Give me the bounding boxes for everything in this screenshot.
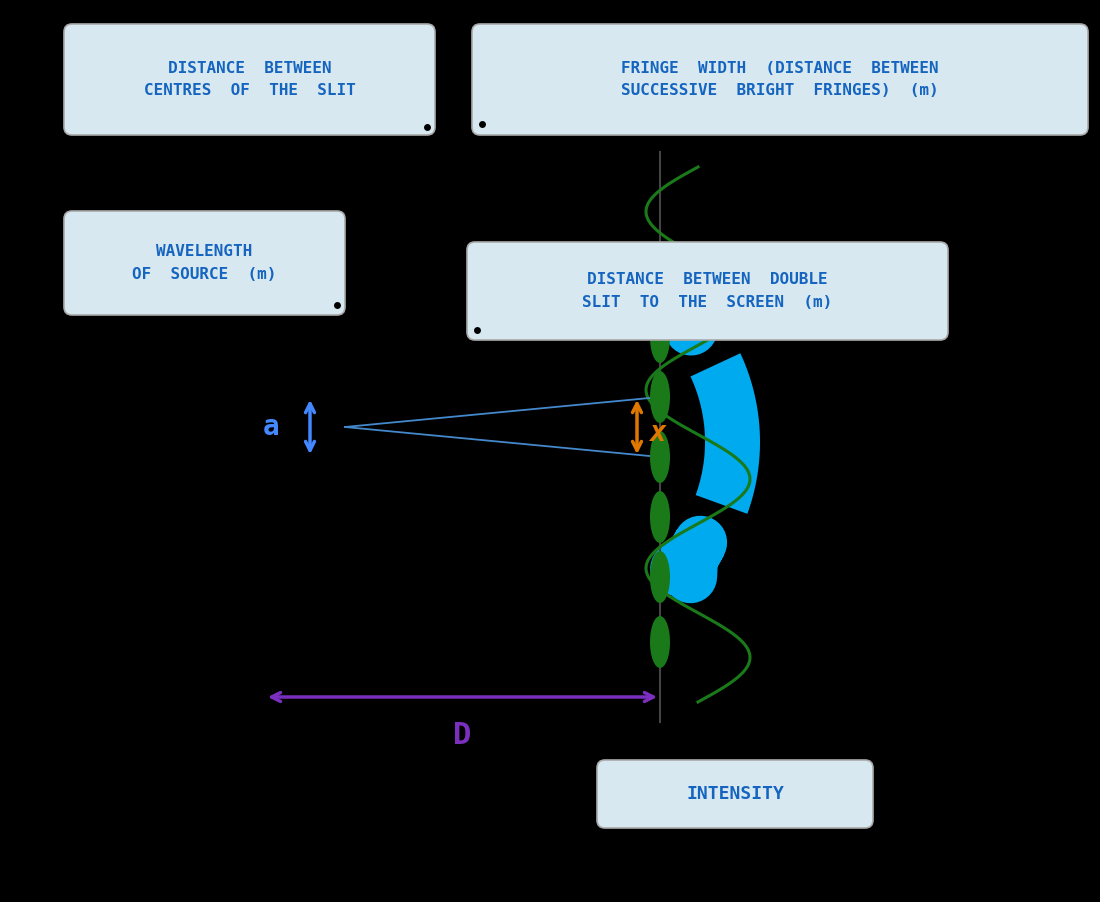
Ellipse shape — [650, 491, 670, 543]
Ellipse shape — [650, 311, 670, 363]
FancyBboxPatch shape — [64, 24, 435, 135]
Text: DISTANCE  BETWEEN  DOUBLE
SLIT  TO  THE  SCREEN  (m): DISTANCE BETWEEN DOUBLE SLIT TO THE SCRE… — [582, 272, 833, 309]
FancyBboxPatch shape — [597, 760, 873, 828]
Text: FRINGE  WIDTH  (DISTANCE  BETWEEN
SUCCESSIVE  BRIGHT  FRINGES)  (m): FRINGE WIDTH (DISTANCE BETWEEN SUCCESSIV… — [621, 61, 938, 98]
Text: a: a — [263, 413, 280, 441]
Ellipse shape — [650, 551, 670, 603]
Text: INTENSITY: INTENSITY — [686, 785, 784, 803]
Ellipse shape — [650, 616, 670, 668]
FancyBboxPatch shape — [472, 24, 1088, 135]
Text: D: D — [453, 721, 472, 750]
FancyBboxPatch shape — [64, 211, 345, 315]
Ellipse shape — [650, 431, 670, 483]
Text: x: x — [649, 419, 666, 447]
Ellipse shape — [650, 371, 670, 423]
Polygon shape — [691, 354, 760, 514]
Ellipse shape — [650, 246, 670, 298]
Text: DISTANCE  BETWEEN
CENTRES  OF  THE  SLIT: DISTANCE BETWEEN CENTRES OF THE SLIT — [144, 61, 355, 98]
FancyBboxPatch shape — [468, 242, 948, 340]
Text: WAVELENGTH
OF  SOURCE  (m): WAVELENGTH OF SOURCE (m) — [132, 244, 277, 281]
